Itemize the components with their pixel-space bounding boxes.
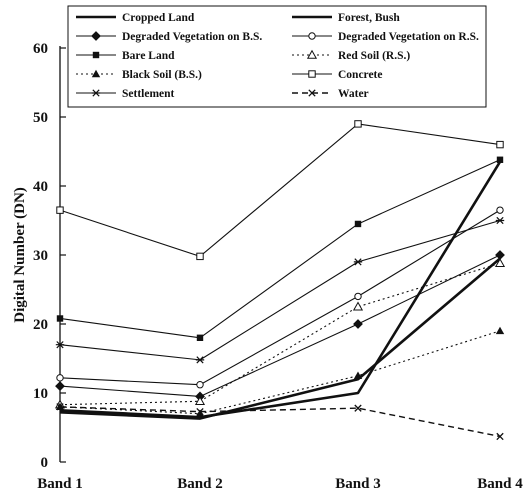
data-point (496, 432, 504, 441)
series-concrete (56, 120, 504, 261)
series-line (59, 330, 501, 415)
series-forest-bush (59, 257, 501, 420)
data-point (55, 341, 65, 349)
data-point (353, 371, 363, 379)
series-line (59, 161, 502, 419)
series-settlement (55, 216, 505, 364)
series-water (56, 403, 504, 441)
series-red-soil-r-s (54, 258, 506, 409)
data-point (308, 89, 316, 97)
data-point (196, 407, 204, 416)
legend-item: Water (292, 88, 369, 100)
data-point (354, 404, 362, 412)
legend-item: Degraded Vegetation on B.S. (76, 31, 262, 43)
series-line (59, 159, 501, 339)
y-tick-label: 20 (33, 317, 48, 333)
series-line (59, 209, 501, 386)
x-tick-label: Band 2 (177, 476, 222, 492)
data-point (91, 89, 101, 97)
series-degraded-vegetation-on-r-s (56, 206, 504, 389)
data-point (308, 32, 316, 40)
data-point (354, 220, 362, 228)
data-point (196, 334, 204, 341)
data-point (56, 403, 64, 411)
data-point (195, 409, 205, 417)
data-point (91, 69, 101, 78)
series-line (59, 123, 501, 257)
data-point (495, 250, 505, 260)
legend: Cropped Land Forest, Bush Degraded Vegetat… (67, 5, 487, 108)
data-point (495, 216, 505, 225)
data-point (196, 252, 204, 261)
data-point (92, 51, 100, 59)
legend-label: Water (338, 88, 369, 100)
y-tick-label: 60 (33, 41, 48, 57)
x-tick-label: Band 4 (477, 476, 523, 492)
legend-label: Settlement (122, 88, 175, 100)
data-point (56, 315, 64, 322)
data-point (91, 31, 101, 41)
data-point (354, 292, 362, 301)
data-point (496, 156, 504, 163)
data-point (194, 396, 206, 405)
data-point (56, 374, 64, 382)
data-point (56, 206, 64, 214)
legend-item: Degraded Vegetation on R.S. (292, 31, 479, 43)
data-point (494, 258, 506, 267)
series-line (59, 254, 501, 398)
data-point (353, 258, 363, 266)
series-bare-land (56, 156, 504, 341)
y-tick-label: 40 (33, 179, 48, 195)
data-point (495, 326, 505, 335)
data-point (55, 381, 65, 392)
legend-label: Black Soil (B.S.) (122, 69, 202, 81)
legend-label: Concrete (338, 69, 383, 81)
legend-item: Settlement (76, 88, 175, 100)
legend-box (67, 5, 487, 108)
y-axis-ticks: 0 10 20 30 40 50 60 (33, 41, 66, 471)
legend-label: Red Soil (R.S.) (338, 50, 410, 62)
legend-item: Concrete (292, 69, 383, 81)
data-point (353, 319, 363, 329)
series-line (59, 219, 501, 361)
legend-item: Bare Land (76, 50, 175, 62)
data-point (195, 356, 205, 364)
series-cropped-land (59, 161, 502, 419)
series-degraded-vegetation-on-b-s (55, 250, 505, 402)
x-axis-ticks: Band 1 Band 2 Band 3 Band 4 (37, 476, 523, 492)
y-tick-label: 10 (33, 386, 48, 402)
series-line (59, 262, 501, 406)
series-layer (54, 120, 506, 441)
y-axis-title: Digital Number (DN) (12, 187, 28, 323)
legend-label: Forest, Bush (338, 12, 400, 24)
series-line (59, 257, 501, 420)
data-point (354, 120, 362, 128)
legend-item: Cropped Land (76, 12, 195, 24)
data-point (352, 301, 364, 311)
legend-item: Red Soil (R.S.) (292, 49, 410, 62)
x-tick-label: Band 1 (37, 476, 82, 492)
data-point (196, 381, 204, 389)
x-tick-label: Band 3 (335, 476, 380, 492)
y-tick-label: 0 (41, 455, 49, 471)
data-point (496, 140, 504, 149)
y-tick-label: 30 (33, 248, 48, 264)
data-point (306, 49, 318, 59)
legend-label: Cropped Land (122, 12, 195, 24)
legend-label: Bare Land (122, 50, 175, 62)
legend-label: Degraded Vegetation on B.S. (122, 31, 262, 43)
y-tick-label: 50 (33, 110, 48, 126)
data-point (496, 206, 504, 214)
legend-item: Forest, Bush (292, 12, 400, 24)
legend-item: Black Soil (B.S.) (76, 69, 202, 81)
legend-label: Degraded Vegetation on R.S. (338, 31, 479, 43)
data-point (308, 70, 316, 78)
series-line (59, 406, 501, 438)
